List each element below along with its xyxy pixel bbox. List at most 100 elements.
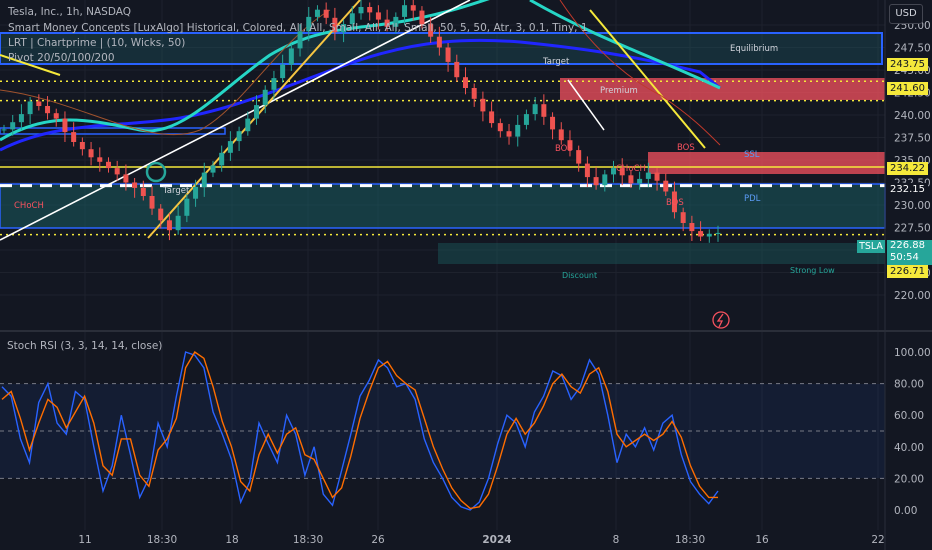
candle-body[interactable] — [219, 152, 225, 166]
candlesticks[interactable] — [1, 0, 721, 243]
candle-body[interactable] — [245, 118, 251, 132]
candle-body[interactable] — [62, 118, 68, 133]
rsi-axis[interactable]: 0.00 20.00 40.00 60.00 80.00 100.00 — [894, 347, 931, 517]
candle-body[interactable] — [619, 168, 625, 176]
candle-body[interactable] — [611, 168, 617, 175]
candle-body[interactable] — [45, 106, 51, 114]
candle-body[interactable] — [671, 191, 677, 213]
candle-body[interactable] — [367, 7, 373, 13]
candle-body[interactable] — [628, 175, 634, 184]
candle-body[interactable] — [114, 168, 120, 175]
indicator-lrt-legend[interactable]: LRT | Chartprime | (10, Wicks, 50) — [8, 37, 186, 49]
candle-body[interactable] — [532, 104, 538, 115]
candle-body[interactable] — [445, 47, 451, 62]
indicator-smc-legend[interactable]: Smart Money Concepts [LuxAlgo] Historica… — [8, 22, 588, 34]
candle-body[interactable] — [480, 98, 486, 112]
candle-body[interactable] — [375, 12, 381, 20]
candle-body[interactable] — [576, 150, 582, 164]
candle-body[interactable] — [210, 165, 216, 173]
candle-body[interactable] — [462, 77, 468, 88]
candle-body[interactable] — [323, 9, 329, 18]
candle-body[interactable] — [79, 142, 85, 150]
candle-body[interactable] — [149, 196, 155, 209]
candle-body[interactable] — [393, 16, 399, 27]
candle-body[interactable] — [410, 5, 416, 11]
lightning-icon[interactable] — [712, 311, 730, 329]
candle-body[interactable] — [88, 149, 94, 158]
candle-body[interactable] — [680, 212, 686, 223]
candle-body[interactable] — [358, 7, 364, 14]
candle-body[interactable] — [602, 174, 608, 186]
candle-body[interactable] — [567, 140, 573, 151]
candle-body[interactable] — [71, 132, 77, 142]
candle-body[interactable] — [105, 161, 111, 169]
candle-body[interactable] — [306, 16, 312, 32]
price-label-243: 243.75 — [887, 58, 928, 71]
candle-body[interactable] — [698, 231, 704, 237]
candle-body[interactable] — [123, 174, 129, 183]
candle-body[interactable] — [654, 172, 660, 181]
rsi-tick-label: 20.00 — [894, 473, 924, 485]
candle-body[interactable] — [593, 177, 599, 186]
candle-body[interactable] — [201, 172, 207, 187]
candle-body[interactable] — [706, 233, 712, 237]
candle-body[interactable] — [428, 24, 434, 37]
candle-body[interactable] — [541, 104, 547, 117]
candle-body[interactable] — [497, 123, 503, 132]
candle-body[interactable] — [18, 114, 24, 123]
annotation-label: BOS — [677, 143, 695, 153]
candle-body[interactable] — [436, 36, 442, 48]
candle-body[interactable] — [349, 13, 355, 25]
candle-body[interactable] — [297, 31, 303, 49]
candle-body[interactable] — [27, 101, 33, 115]
candle-body[interactable] — [140, 187, 146, 196]
rsi-title[interactable]: Stoch RSI (3, 3, 14, 14, close) — [7, 340, 163, 352]
time-tick-label: 26 — [371, 534, 385, 546]
candle-body[interactable] — [689, 223, 695, 232]
candle-body[interactable] — [254, 105, 260, 119]
candle-body[interactable] — [550, 116, 556, 130]
candle-body[interactable] — [236, 131, 242, 142]
candle-body[interactable] — [332, 17, 338, 33]
candle-body[interactable] — [53, 113, 59, 119]
candle-body[interactable] — [262, 89, 268, 106]
candle-body[interactable] — [10, 122, 16, 130]
candle-body[interactable] — [166, 220, 172, 231]
candle-body[interactable] — [193, 187, 199, 199]
candle-body[interactable] — [402, 5, 408, 17]
candle-body[interactable] — [715, 232, 721, 234]
candle-body[interactable] — [280, 64, 286, 79]
candle-body[interactable] — [471, 88, 477, 99]
candle-body[interactable] — [227, 141, 233, 153]
candle-body[interactable] — [489, 111, 495, 124]
candle-body[interactable] — [158, 208, 164, 221]
rsi-tick-label: 80.00 — [894, 379, 924, 391]
candle-body[interactable] — [184, 198, 190, 216]
candle-body[interactable] — [97, 157, 103, 162]
candle-body[interactable] — [132, 182, 138, 188]
candle-body[interactable] — [288, 48, 294, 65]
indicator-pivot-legend[interactable]: Pivot 20/50/100/200 — [8, 52, 115, 64]
candle-body[interactable] — [645, 172, 651, 179]
candle-body[interactable] — [523, 114, 529, 125]
price-label-234: 234.22 — [887, 162, 928, 175]
time-axis[interactable]: 11 18:30 18 18:30 26 2024 8 18:30 16 22 — [78, 534, 884, 546]
candle-body[interactable] — [663, 180, 669, 192]
candle-body[interactable] — [419, 10, 425, 25]
candle-body[interactable] — [341, 24, 347, 33]
candle-body[interactable] — [384, 19, 390, 27]
candle-body[interactable] — [637, 178, 643, 184]
pivot-ma-200 — [0, 38, 721, 152]
candle-body[interactable] — [584, 163, 590, 178]
candle-body[interactable] — [175, 215, 181, 231]
candle-body[interactable] — [506, 131, 512, 137]
candle-body[interactable] — [515, 124, 521, 137]
candle-body[interactable] — [271, 78, 277, 90]
currency-button[interactable]: USD — [889, 4, 923, 24]
candle-body[interactable] — [314, 9, 320, 17]
candle-body[interactable] — [558, 129, 564, 141]
candle-body[interactable] — [1, 129, 7, 131]
candle-body[interactable] — [454, 61, 460, 78]
candle-body[interactable] — [36, 101, 42, 107]
